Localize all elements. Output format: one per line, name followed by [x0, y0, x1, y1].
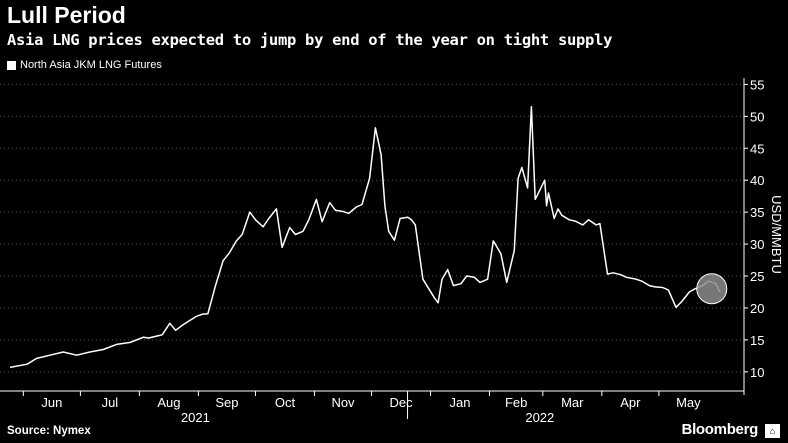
- legend-swatch: [7, 60, 16, 70]
- y-tick-label: 50: [750, 109, 764, 124]
- x-tick-label: Mar: [561, 395, 584, 410]
- y-tick-label: 45: [750, 141, 764, 156]
- y-tick-label: 20: [750, 301, 764, 316]
- latest-value-marker: [696, 273, 728, 305]
- y-tick-label: 10: [750, 365, 764, 380]
- x-tick-label: Apr: [620, 395, 641, 410]
- x-tick-label: Sep: [215, 395, 238, 410]
- legend-label: North Asia JKM LNG Futures: [20, 59, 162, 71]
- terminal-badge-icon: ⌂: [765, 424, 780, 438]
- x-tick-label: Feb: [505, 395, 527, 410]
- chart-title: Lull Period: [7, 2, 126, 28]
- series-line: [9, 105, 721, 369]
- x-tick-label: Aug: [157, 395, 180, 410]
- bloomberg-logo: Bloomberg: [681, 421, 759, 438]
- year-label: 2021: [181, 410, 210, 425]
- y-tick-label: 40: [750, 173, 764, 188]
- source-note: Source: Nymex: [7, 425, 91, 437]
- y-tick-label: 15: [750, 333, 764, 348]
- x-tick-label: Oct: [275, 395, 296, 410]
- y-axis-title: USD/MMBTU: [769, 195, 784, 274]
- x-tick-label: Dec: [389, 395, 413, 410]
- y-tick-label: 25: [750, 269, 764, 284]
- chart-subtitle: Asia LNG prices expected to jump by end …: [7, 31, 613, 49]
- y-tick-label: 35: [750, 205, 764, 220]
- x-tick-label: Nov: [331, 395, 355, 410]
- x-tick-label: May: [676, 395, 701, 410]
- legend: North Asia JKM LNG Futures: [7, 59, 162, 71]
- y-tick-label: 55: [750, 77, 764, 92]
- x-tick-label: Jun: [41, 395, 62, 410]
- y-tick-label: 30: [750, 237, 764, 252]
- year-label: 2022: [525, 410, 554, 425]
- x-tick-label: Jul: [102, 395, 119, 410]
- x-tick-label: Jan: [450, 395, 471, 410]
